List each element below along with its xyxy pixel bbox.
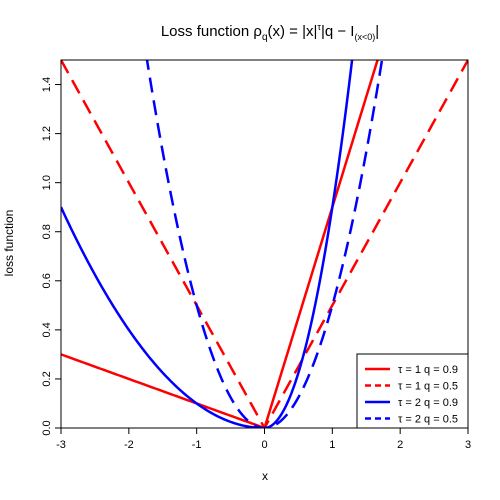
y-tick-label-5: 0.8 [41, 224, 53, 239]
y-tick-label-8: 1.4 [41, 77, 53, 92]
legend-box [356, 353, 469, 429]
x-tick-label-5: 1 [329, 439, 335, 451]
series-line-3 [61, 60, 354, 428]
y-tick-label-7: 1.2 [41, 126, 53, 141]
y-axis: 0.0 0.2 0.4 0.6 0.8 1.0 1.2 1.4 [41, 77, 61, 436]
x-tick-label-6: 2 [397, 439, 403, 451]
x-tick-label-3: -1 [192, 439, 202, 451]
chart-title: Loss function ρq(x) = |x|τ|q − I(x<0)| [161, 22, 379, 43]
legend: τ = 1 q = 0.9 τ = 1 q = 0.5 τ = 2 q = 0.9 τ… [356, 353, 469, 429]
x-axis-label: x [262, 469, 268, 483]
x-tick-label-4: 0 [261, 439, 267, 451]
x-axis: -3 -2 -1 0 1 2 3 [56, 428, 471, 451]
legend-label-1: τ = 1 q = 0.9 [398, 364, 458, 376]
legend-label-2: τ = 1 q = 0.5 [398, 381, 458, 393]
y-tick-label-4: 0.6 [41, 273, 53, 288]
legend-label-4: τ = 2 q = 0.5 [398, 414, 458, 426]
x-tick-label-1: -3 [56, 439, 66, 451]
y-tick-label-2: 0.2 [41, 371, 53, 386]
y-tick-label-1: 0.0 [41, 420, 53, 435]
y-tick-label-6: 1.0 [41, 175, 53, 190]
y-tick-label-3: 0.4 [41, 322, 53, 337]
legend-label-3: τ = 2 q = 0.9 [398, 397, 458, 409]
x-tick-label-7: 3 [465, 439, 471, 451]
y-axis-label: loss function [2, 210, 16, 277]
x-tick-label-2: -2 [124, 439, 134, 451]
series-line-1 [61, 60, 379, 428]
series-line-2 [61, 60, 468, 428]
series-lines [61, 60, 468, 428]
